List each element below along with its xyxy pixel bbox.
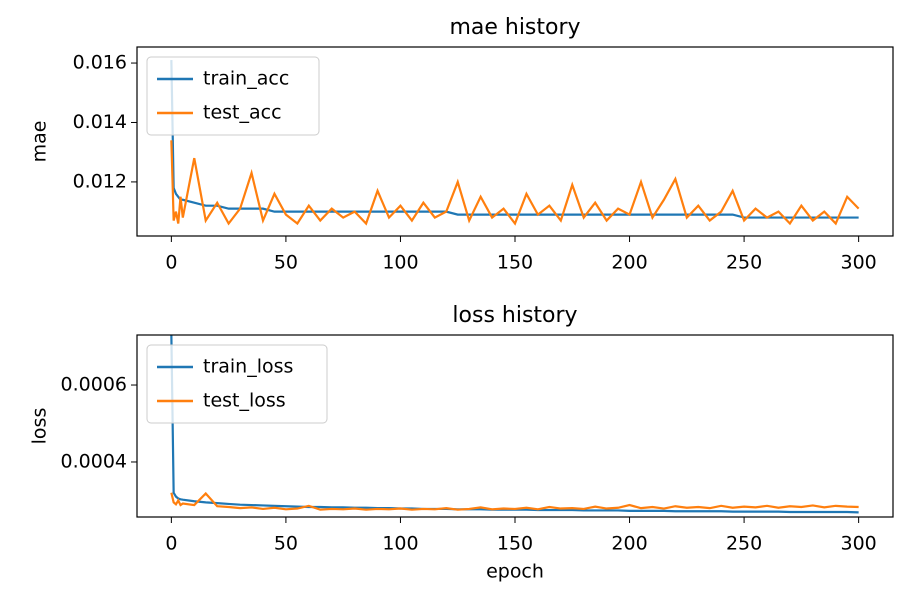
legend-box [146, 344, 328, 424]
x-tick-label: 250 [726, 533, 762, 555]
y-tick-label: 0.016 [73, 52, 127, 74]
chart-title: mae history [449, 15, 580, 40]
legend-box [146, 56, 320, 136]
plot-area [170, 335, 859, 514]
y-axis-label: loss [29, 408, 51, 445]
y-tick-label: 0.014 [73, 111, 127, 133]
x-tick-label: 50 [274, 252, 298, 274]
plot-area [170, 60, 860, 226]
x-tick-label: 50 [274, 533, 298, 555]
axes-frame [136, 334, 894, 518]
series-line [170, 60, 859, 219]
x-tick-label: 0 [165, 252, 177, 274]
x-tick-label: 250 [726, 252, 762, 274]
series-line [170, 140, 860, 226]
y-tick-label: 0.012 [73, 170, 127, 192]
x-tick-label: 150 [497, 252, 533, 274]
chart-title: loss history [452, 303, 577, 328]
legend-label: test_loss [203, 390, 286, 412]
x-tick-label: 150 [497, 533, 533, 555]
legend-label: train_acc [203, 68, 289, 90]
axes-frame [136, 46, 894, 237]
y-tick-label: 0.0004 [61, 450, 127, 472]
x-tick-label: 200 [611, 533, 647, 555]
y-tick-label: 0.0006 [61, 374, 127, 396]
x-tick-label: 100 [382, 533, 418, 555]
x-tick-label: 0 [165, 533, 177, 555]
x-tick-label: 200 [611, 252, 647, 274]
x-tick-label: 300 [841, 252, 877, 274]
series-line [170, 491, 859, 511]
y-axis-label: mae [29, 121, 51, 163]
x-tick-label: 300 [841, 533, 877, 555]
legend-label: train_loss [203, 356, 293, 378]
x-tick-label: 100 [382, 252, 418, 274]
legend-label: test_acc [203, 102, 282, 124]
x-axis-label: epoch [486, 561, 544, 583]
